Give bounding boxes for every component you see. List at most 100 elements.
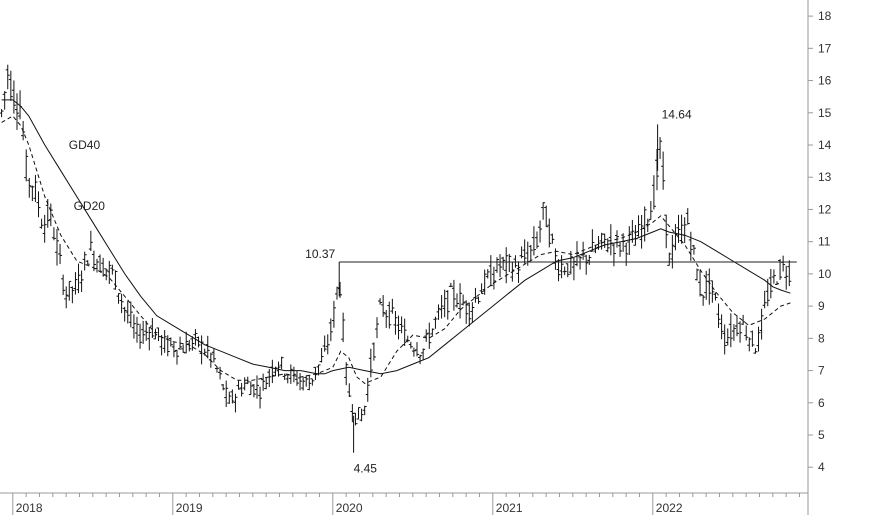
ohlc-bar — [344, 362, 349, 386]
ohlc-bar — [254, 375, 259, 399]
ohlc-bar — [76, 263, 81, 294]
y-axis: 4 5 6 7 8 9 10 11 12 13 14 15 16 17 18 — [808, 9, 832, 474]
ohlc-bar — [214, 366, 219, 373]
ohlc-bar — [362, 405, 367, 416]
ohlc-bar — [590, 229, 595, 252]
ohlc-bar — [519, 246, 524, 259]
ohlc-bar — [661, 151, 666, 190]
ohlc-bar — [390, 298, 395, 314]
ohlc-bar — [618, 242, 623, 257]
x-tick-label: 2021 — [496, 501, 523, 515]
ohlc-bar — [150, 318, 155, 338]
ohlc-bar — [571, 257, 576, 281]
ohlc-bar — [304, 375, 309, 387]
ohlc-bar — [267, 368, 272, 387]
ohlc-bar — [307, 375, 312, 391]
ohlc-bar — [562, 266, 567, 276]
ohlc-bar — [541, 202, 546, 220]
ohlc-bar — [584, 254, 589, 275]
ohlc-bar — [27, 177, 32, 198]
ohlc-bar — [565, 263, 570, 278]
ohlc-bar — [759, 308, 764, 340]
annotation-label: 4.45 — [354, 462, 378, 476]
ohlc-bar — [442, 289, 447, 318]
ohlc-bar — [473, 287, 478, 303]
ohlc-bar — [741, 314, 746, 325]
ohlc-bar — [387, 301, 392, 329]
ohlc-bar — [334, 286, 339, 300]
ohlc-bar — [227, 391, 232, 404]
ohlc-bar — [131, 314, 136, 339]
ohlc-bar — [676, 214, 681, 243]
ohlc-bar — [288, 364, 293, 384]
ohlc-bar — [559, 255, 564, 279]
ohlc-bar — [128, 301, 133, 328]
ohlc-bar — [270, 359, 275, 384]
ohlc-bar — [211, 348, 216, 363]
ohlc-bar — [430, 328, 435, 336]
ohlc-bar — [534, 231, 539, 249]
ohlc-bar — [418, 354, 423, 365]
ohlc-bar — [538, 220, 543, 243]
y-tick-label: 17 — [818, 41, 832, 55]
ohlc-bar — [328, 318, 333, 342]
ohlc-bar — [479, 283, 484, 295]
ohlc-bar — [236, 380, 241, 390]
y-tick-label: 16 — [818, 74, 832, 88]
ohlc-bar — [713, 292, 718, 301]
ohlc-bar — [578, 256, 583, 270]
ohlc-bar — [485, 269, 490, 279]
ohlc-bar — [439, 295, 444, 319]
ohlc-bar — [547, 218, 552, 248]
ohlc-bar — [408, 341, 413, 349]
ohlc-bar — [734, 315, 739, 337]
ohlc-bar — [218, 366, 223, 380]
ohlc-bar — [322, 335, 327, 352]
y-tick-label: 14 — [818, 138, 832, 152]
ohlc-bar — [550, 233, 555, 244]
ohlc-bar — [771, 269, 776, 284]
ohlc-bar — [39, 218, 44, 229]
ohlc-bar — [353, 412, 358, 426]
ohlc-bar — [501, 256, 506, 271]
ohlc-bar — [448, 282, 453, 288]
ohlc-bar — [85, 260, 90, 265]
ohlc-bar — [224, 380, 229, 408]
ohlc-bar — [621, 233, 626, 252]
x-tick-label: 2020 — [336, 501, 363, 515]
ohlc-bar — [168, 337, 173, 347]
ohlc-bar — [504, 247, 509, 284]
ohlc-bar — [470, 302, 475, 323]
ohlc-bar — [341, 312, 346, 343]
ohlc-bar — [411, 347, 416, 357]
ohlc-bar — [402, 318, 407, 346]
ohlc-bar — [239, 382, 244, 397]
y-tick-label: 4 — [818, 460, 825, 474]
ohlc-bar — [768, 268, 773, 299]
series-gd40 — [1, 99, 791, 375]
ohlc-bar — [384, 310, 389, 328]
ohlc-bar — [787, 260, 792, 287]
ohlc-bar — [498, 254, 503, 278]
ohlc-bar — [365, 377, 370, 402]
y-tick-label: 11 — [818, 235, 831, 249]
ohlc-bar — [544, 205, 549, 228]
ohlc-bar — [371, 342, 376, 361]
annotations: 14.64 10.37 4.45 GD40 GD20 — [69, 107, 692, 475]
ohlc-bar — [374, 317, 379, 339]
ohlc-bar — [399, 316, 404, 334]
ohlc-bar — [756, 326, 761, 352]
ohlc-bar — [728, 313, 733, 348]
ohlc-bar — [494, 257, 499, 273]
ohlc-bar — [310, 378, 315, 386]
ohlc-bar — [467, 302, 472, 327]
ohlc-bar — [242, 377, 247, 391]
ohlc-bar — [24, 149, 29, 182]
y-tick-label: 6 — [818, 396, 825, 410]
ohlc-bar — [753, 348, 758, 354]
ohlc-bar — [516, 261, 521, 283]
ohlc-bar — [174, 349, 179, 365]
ohlc-bar — [14, 93, 19, 130]
y-tick-label: 5 — [818, 428, 825, 442]
